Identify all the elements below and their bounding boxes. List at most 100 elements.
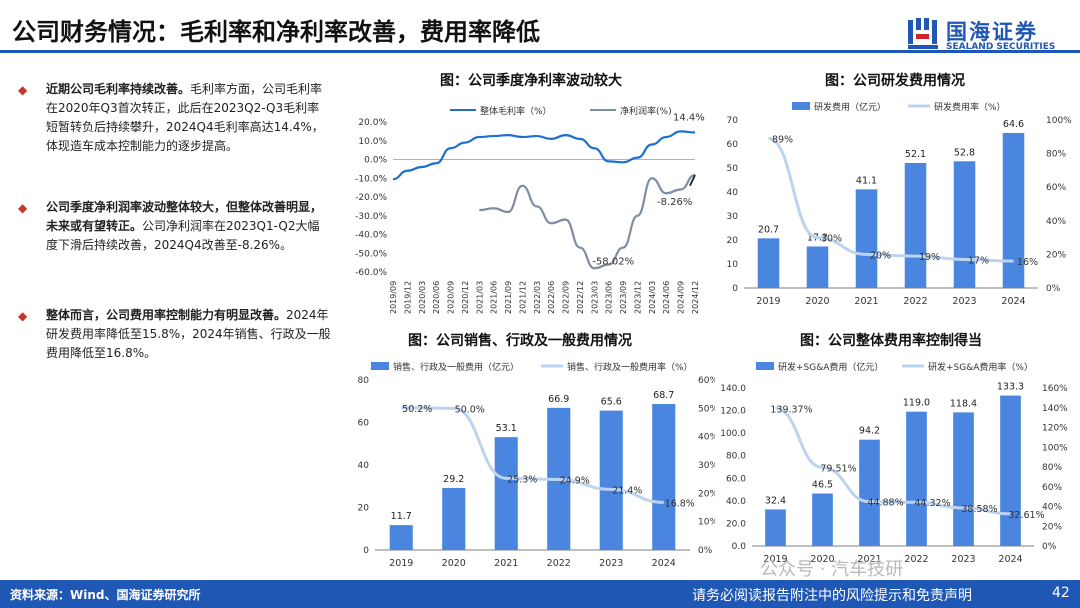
title-underline xyxy=(0,50,1080,53)
legend-label-rate: 研发费用率（%） xyxy=(934,101,1006,113)
y-tick-label: 80 xyxy=(358,376,370,386)
watermark-text: 公众号 · 汽车技研 xyxy=(760,559,904,580)
legend-label-bar: 研发费用（亿元） xyxy=(814,101,886,113)
x-tick-label: 2024 xyxy=(1001,296,1025,307)
rate-value-label: 17% xyxy=(968,255,989,266)
y2-tick-label: 100% xyxy=(1046,116,1072,126)
x-tick-label: 2022 xyxy=(547,558,571,569)
y-tick-label: 120.0 xyxy=(720,407,746,417)
y2-tick-label: 10% xyxy=(698,518,715,528)
sealand-logo-icon xyxy=(908,18,938,49)
rate-value-label: 16% xyxy=(1017,257,1038,268)
bar xyxy=(806,246,829,288)
x-tick-label: 2024/12 xyxy=(691,281,700,314)
legend-swatch-bar xyxy=(371,362,389,370)
data-label-net-last: -8.26% xyxy=(657,197,692,208)
bullet-heading: 公司季度净利润率波动整体较大，但整体改善明显，未来或有望转正。 xyxy=(46,200,323,233)
bar xyxy=(765,509,786,546)
x-tick-label: 2023/12 xyxy=(633,281,642,314)
y-tick-label: -50.0% xyxy=(355,249,387,259)
x-tick-label: 2021/12 xyxy=(518,281,527,314)
y2-tick-label: 80% xyxy=(1042,463,1062,473)
x-tick-label: 2023/09 xyxy=(619,281,628,314)
x-tick-label: 2024/06 xyxy=(662,281,671,314)
chart-title-margin: 图：公司季度净利率波动较大 xyxy=(440,73,622,89)
y-tick-label: 100.0 xyxy=(720,429,746,439)
bar-value-label: 46.5 xyxy=(812,480,833,491)
bar-value-label: 118.4 xyxy=(950,398,977,409)
bar-value-label: 53.1 xyxy=(496,423,517,434)
y2-tick-label: 60% xyxy=(1046,183,1066,193)
y2-tick-label: 20% xyxy=(1042,522,1062,532)
rate-value-label: 24.9% xyxy=(560,475,590,486)
footer-source: 资料来源：Wind、国海证券研究所 xyxy=(10,588,201,602)
x-tick-label: 2019 xyxy=(763,554,787,565)
rate-value-label: 44.88% xyxy=(867,498,903,509)
bullet-heading: 整体而言，公司费用率控制能力有明显改善。 xyxy=(46,308,287,322)
y-tick-label: 0 xyxy=(732,284,738,294)
logo-chinese-name: 国海证券 xyxy=(946,20,1038,44)
bar xyxy=(859,439,880,546)
bar xyxy=(855,189,878,288)
y-tick-label: 30 xyxy=(727,212,739,222)
x-tick-label: 2020/09 xyxy=(447,281,456,314)
bar-value-label: 68.7 xyxy=(653,390,674,401)
data-label-net-min: -58.02% xyxy=(592,256,634,267)
x-tick-label: 2021 xyxy=(854,296,878,307)
y-tick-label: 20.0% xyxy=(358,118,387,128)
x-tick-label: 2023 xyxy=(599,558,623,569)
legend-label-bar: 研发+SG&A费用（亿元） xyxy=(778,361,883,373)
bar xyxy=(1000,395,1021,546)
footer-disclaimer: 请务必阅读报告附注中的风险提示和免责声明 xyxy=(692,588,972,604)
y2-tick-label: 40% xyxy=(1042,503,1062,513)
bar xyxy=(442,487,466,550)
y-tick-label: 70 xyxy=(727,116,739,126)
x-tick-label: 2022 xyxy=(904,554,928,565)
x-tick-label: 2022/09 xyxy=(562,281,571,314)
y-tick-label: 0.0 xyxy=(732,542,747,552)
x-tick-label: 2022/12 xyxy=(576,281,585,314)
rate-value-label: 16.8% xyxy=(665,498,695,509)
y-tick-label: -60.0% xyxy=(355,268,387,278)
y-tick-label: 0 xyxy=(363,546,369,556)
y-tick-label: 40 xyxy=(358,461,370,471)
x-tick-label: 2020/03 xyxy=(418,281,427,314)
y-tick-label: 10 xyxy=(727,260,739,270)
sga-expense-chart: 销售、行政及一般费用（亿元） 销售、行政及一般费用率（%） 80 60 40 20 0 60%… xyxy=(358,361,715,569)
x-tick-label: 2021/09 xyxy=(504,281,513,314)
rate-value-label: 21.4% xyxy=(612,485,642,496)
y-tick-label: 40 xyxy=(727,188,739,198)
bar xyxy=(494,437,518,550)
bar xyxy=(953,161,976,288)
bar-value-label: 94.2 xyxy=(859,426,880,437)
rate-value-label: 19% xyxy=(919,252,940,263)
data-label-gross-last: 14.4% xyxy=(673,113,705,124)
page-title: 公司财务情况：毛利率和净利率改善，费用率降低 xyxy=(12,18,540,46)
rate-value-label: 38.58% xyxy=(961,504,997,515)
bullet-heading: 近期公司毛利率持续改善。 xyxy=(46,82,191,96)
rd-expense-chart: 研发费用（亿元） 研发费用率（%） 70 60 50 40 30 20 10 0 100% 80% 60… xyxy=(727,101,1073,307)
y-tick-label: 20.0 xyxy=(726,519,746,529)
x-tick-label: 2022 xyxy=(903,296,927,307)
y2-tick-label: 120% xyxy=(1042,424,1068,434)
diamond-bullet-icon: ◆ xyxy=(18,83,28,97)
y-tick-label: 40.0 xyxy=(726,497,746,507)
bullet-item-expense-ratio: ◆ 整体而言，公司费用率控制能力有明显改善。2024年研发费用率降低至15.8%… xyxy=(16,306,331,363)
bar-value-label: 41.1 xyxy=(856,175,877,186)
bar-value-label: 52.8 xyxy=(954,147,975,158)
rate-value-label: 44.32% xyxy=(914,498,950,509)
y-tick-label: 10.0% xyxy=(358,137,387,147)
bar-value-label: 64.6 xyxy=(1003,119,1024,130)
legend-label: 整体毛利率（%） xyxy=(480,105,552,117)
bar-value-label: 65.6 xyxy=(601,397,622,408)
rate-value-label: 32.61% xyxy=(1008,510,1044,521)
chart-title-sga: 图：公司销售、行政及一般费用情况 xyxy=(408,333,632,349)
rate-value-label: 25.3% xyxy=(507,474,537,485)
x-tick-label: 2021/03 xyxy=(475,281,484,314)
bullet-text: 毛利率方面，公司毛利率在2020年Q3首次转正，此后在2023Q2-Q3毛利率短… xyxy=(46,82,324,153)
x-tick-label: 2020/12 xyxy=(461,281,470,314)
legend-label-rate: 销售、行政及一般费用率（%） xyxy=(567,361,693,373)
legend-swatch-bar xyxy=(756,362,774,370)
y-tick-label: -30.0% xyxy=(355,212,387,222)
y-tick-label: 60 xyxy=(358,419,370,429)
